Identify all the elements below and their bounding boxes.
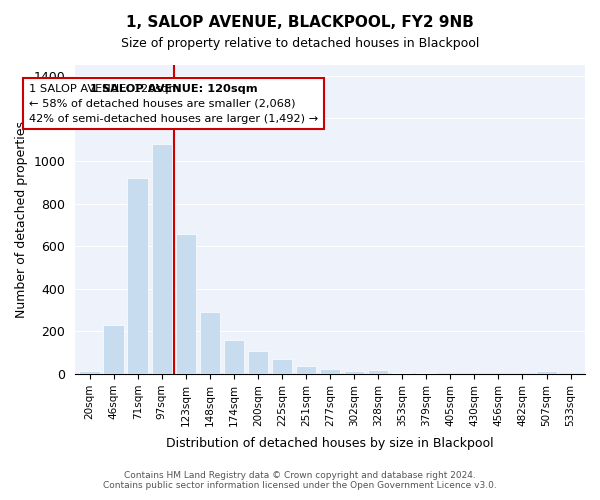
- Bar: [176, 234, 196, 374]
- Bar: [103, 326, 124, 374]
- Bar: [296, 366, 316, 374]
- Y-axis label: Number of detached properties: Number of detached properties: [15, 121, 28, 318]
- Bar: [200, 312, 220, 374]
- Bar: [368, 370, 388, 374]
- X-axis label: Distribution of detached houses by size in Blackpool: Distribution of detached houses by size …: [166, 437, 494, 450]
- Text: 1 SALOP AVENUE: 120sqm: 1 SALOP AVENUE: 120sqm: [90, 84, 257, 94]
- Bar: [224, 340, 244, 374]
- Bar: [79, 371, 100, 374]
- Bar: [416, 373, 436, 374]
- Bar: [248, 351, 268, 374]
- Bar: [536, 372, 557, 374]
- Text: 1 SALOP AVENUE: 120sqm
← 58% of detached houses are smaller (2,068)
42% of semi-: 1 SALOP AVENUE: 120sqm ← 58% of detached…: [29, 84, 319, 124]
- Text: Contains HM Land Registry data © Crown copyright and database right 2024.
Contai: Contains HM Land Registry data © Crown c…: [103, 470, 497, 490]
- Text: Size of property relative to detached houses in Blackpool: Size of property relative to detached ho…: [121, 38, 479, 51]
- Bar: [344, 371, 364, 374]
- Bar: [272, 359, 292, 374]
- Bar: [152, 144, 172, 374]
- Text: 1, SALOP AVENUE, BLACKPOOL, FY2 9NB: 1, SALOP AVENUE, BLACKPOOL, FY2 9NB: [126, 15, 474, 30]
- Bar: [127, 178, 148, 374]
- Bar: [320, 368, 340, 374]
- Bar: [392, 373, 412, 374]
